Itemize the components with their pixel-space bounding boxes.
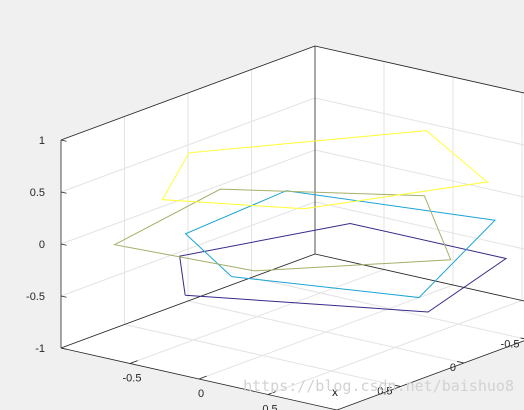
gridline [314,97,524,146]
z-tick-label: -0.5 [26,291,45,303]
z-tick-mark [60,347,67,350]
x-tick-label: 0 [198,388,204,400]
z-tick-mark [60,139,67,142]
box-edge [314,253,524,302]
gridline [60,201,316,297]
series-line [179,222,508,313]
series-line [161,130,489,210]
y-tick-mark [520,337,524,340]
x-tick-mark [198,375,207,380]
floor-pane [61,254,524,410]
z-tick-mark [60,191,67,194]
watermark-text: https://blog.csdn.net/baishuo8 [243,377,514,395]
gridlines [60,45,524,395]
gridline [60,149,316,245]
box-edge [314,45,524,94]
z-tick-label: 0.5 [30,187,45,199]
z-tick-mark [60,243,67,246]
z-tick-label: 1 [39,135,45,147]
plot-series [113,130,508,313]
z-tick-mark [60,295,67,298]
x-tick-mark [129,360,138,364]
x-tick-mark [267,391,276,395]
y-tick-label: 0.5 [377,386,392,398]
x-tick-label: -0.5 [123,373,142,385]
gridline [314,149,524,198]
tick-labels: -0.5 0 0.5 -0.5 0 0.5 -1 -0.5 0 0.5 1 [26,135,519,410]
gridline [251,277,524,340]
gridline [60,97,316,193]
box-edge [60,45,316,141]
x-axis-label: x [332,385,338,399]
y-tick-label: -0.5 [501,339,520,351]
gridline [124,324,401,387]
y-tick-mark [457,361,465,364]
gridline [187,300,465,364]
y-tick-label: 0 [450,362,456,374]
z-tick-label: -1 [35,343,45,355]
y-tick-mark [393,384,401,387]
x-tick-label: 0.5 [262,404,277,410]
series-line [184,190,497,299]
series-line [113,188,452,272]
z-tick-label: 0 [39,239,45,251]
gridline [314,201,524,250]
